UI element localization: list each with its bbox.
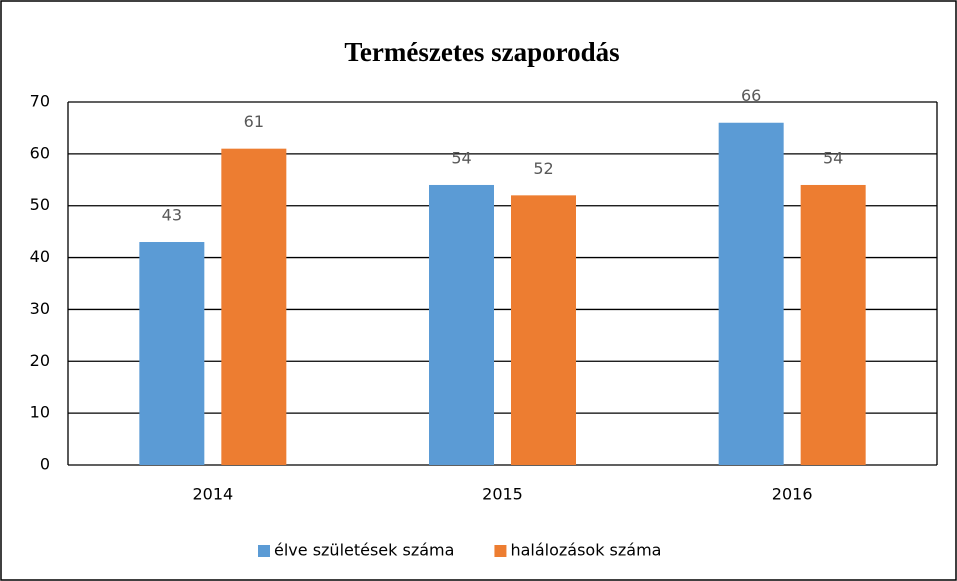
bar — [800, 184, 866, 465]
x-tick-label: 2016 — [772, 485, 813, 504]
y-tick-label: 0 — [40, 455, 50, 474]
y-tick-label: 10 — [30, 403, 50, 422]
chart-title: Természetes szaporodás — [344, 37, 619, 67]
legend-label: halálozások száma — [510, 541, 661, 560]
y-tick-label: 60 — [30, 143, 50, 162]
value-label: 52 — [533, 159, 553, 178]
x-tick-label: 2015 — [482, 485, 523, 504]
bar — [718, 122, 784, 465]
value-label: 54 — [823, 148, 843, 167]
value-label: 54 — [451, 148, 471, 167]
legend-swatch — [258, 545, 270, 557]
y-tick-label: 70 — [30, 92, 50, 111]
bar — [221, 148, 287, 465]
y-tick-label: 50 — [30, 195, 50, 214]
value-label: 61 — [244, 112, 264, 131]
bar — [139, 242, 205, 465]
value-label: 43 — [162, 206, 182, 225]
legend-swatch — [494, 545, 507, 557]
legend-label: élve születések száma — [274, 541, 454, 560]
bar — [429, 184, 494, 465]
x-tick-label: 2014 — [192, 485, 233, 504]
y-tick-label: 20 — [30, 351, 50, 370]
y-tick-label: 30 — [30, 299, 50, 318]
value-label: 66 — [741, 86, 761, 105]
bar — [511, 195, 576, 466]
y-tick-label: 40 — [30, 247, 50, 266]
